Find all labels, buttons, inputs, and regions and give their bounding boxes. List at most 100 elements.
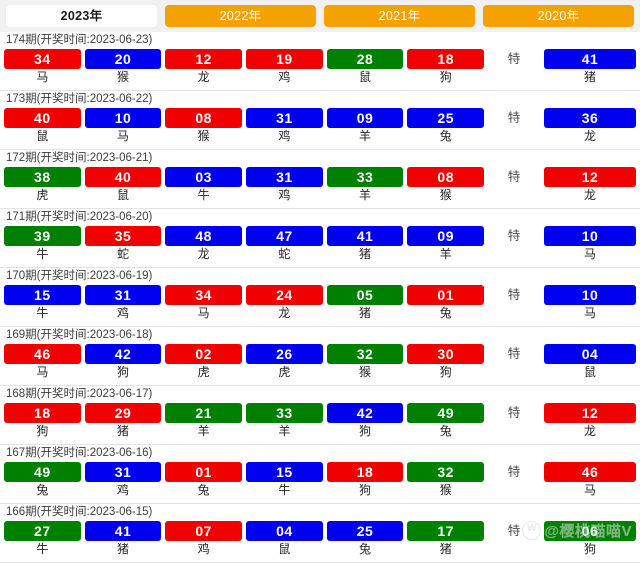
- ball-normal: 49 兔: [4, 462, 81, 499]
- draw-header: 166期(开奖时间:2023-06-15): [0, 504, 640, 521]
- ball-number: 18: [326, 462, 404, 482]
- ball-number: 07: [165, 521, 243, 541]
- ball-number: 33: [326, 167, 404, 187]
- ball-number: 31: [84, 285, 162, 305]
- ball-normal: 08 猴: [165, 108, 243, 145]
- ball-normal: 30 狗: [407, 344, 485, 381]
- ball-zodiac: 鸡: [165, 541, 243, 558]
- draw-row: 173期(开奖时间:2023-06-22) 40 鼠 10 马 08 猴 31 鸡 09 羊 25 兔 特…: [0, 91, 640, 150]
- ball-zodiac: 狗: [544, 541, 637, 558]
- ball-zodiac: 鸡: [246, 69, 323, 86]
- ball-zodiac: 鸡: [246, 187, 323, 204]
- ball-number: 18: [4, 403, 81, 423]
- ball-zodiac: 猪: [544, 69, 637, 86]
- special-separator-label: 特: [507, 524, 521, 538]
- ball-special: 36 龙: [544, 108, 637, 145]
- ball-list: 38 虎 40 鼠 03 牛 31 鸡 33 羊 08 猴 特 12 龙: [0, 167, 640, 208]
- ball-number: 34: [4, 49, 81, 69]
- ball-zodiac: 兔: [407, 128, 485, 145]
- ball-normal: 28 鼠: [326, 49, 404, 86]
- year-tab-2022[interactable]: 2022年: [165, 5, 316, 27]
- ball-number: 06: [544, 521, 637, 541]
- ball-list: 27 牛 41 猪 07 鸡 04 鼠 25 兔 17 猪特 06 狗: [0, 521, 640, 562]
- ball-zodiac: 龙: [544, 128, 637, 145]
- ball-zodiac: 猴: [84, 69, 162, 86]
- ball-zodiac: 狗: [84, 364, 162, 381]
- ball-zodiac: 鼠: [4, 128, 81, 145]
- ball-zodiac: 猴: [407, 187, 485, 204]
- ball-number: 40: [84, 167, 162, 187]
- ball-zodiac: 龙: [544, 187, 637, 204]
- ball-zodiac: 牛: [246, 482, 323, 499]
- ball-normal: 19 鸡: [246, 49, 323, 86]
- ball-normal: 41 猪: [326, 226, 404, 263]
- ball-zodiac: 猴: [326, 364, 404, 381]
- ball-zodiac: 羊: [165, 423, 243, 440]
- ball-number: 24: [246, 285, 323, 305]
- ball-number: 20: [84, 49, 162, 69]
- ball-number: 21: [165, 403, 243, 423]
- ball-list: 15 牛 31 鸡 34 马 24 龙 05 猪 01 兔特 10 马: [0, 285, 640, 326]
- ball-number: 39: [4, 226, 81, 246]
- ball-number: 19: [246, 49, 323, 69]
- ball-list: 49 兔 31 鸡 01 兔 15 牛 18 狗 32 猴特 46 马: [0, 462, 640, 503]
- ball-normal: 15 牛: [246, 462, 323, 499]
- ball-number: 41: [326, 226, 404, 246]
- ball-zodiac: 龙: [246, 305, 323, 322]
- year-tab-2020[interactable]: 2020年: [483, 5, 634, 27]
- ball-number: 42: [84, 344, 162, 364]
- ball-number: 49: [407, 403, 485, 423]
- ball-zodiac: 蛇: [246, 246, 323, 263]
- ball-normal: 32 猴: [407, 462, 485, 499]
- ball-zodiac: 兔: [407, 305, 485, 322]
- ball-normal: 25 兔: [326, 521, 404, 558]
- ball-number: 04: [544, 344, 637, 364]
- ball-number: 04: [246, 521, 323, 541]
- ball-number: 41: [544, 49, 637, 69]
- ball-zodiac: 鼠: [84, 187, 162, 204]
- draw-row: 169期(开奖时间:2023-06-18) 46 马 42 狗 02 虎 26 虎 32 猴 30 狗特…: [0, 327, 640, 386]
- ball-normal: 09 羊: [326, 108, 404, 145]
- ball-normal: 15 牛: [4, 285, 81, 322]
- ball-list: 46 马 42 狗 02 虎 26 虎 32 猴 30 狗特 04 鼠: [0, 344, 640, 385]
- ball-zodiac: 鸡: [246, 128, 323, 145]
- ball-special: 12 龙: [544, 403, 637, 440]
- ball-special: 06 狗: [544, 521, 637, 558]
- ball-normal: 04 鼠: [246, 521, 323, 558]
- ball-number: 08: [407, 167, 485, 187]
- ball-normal: 21 羊: [165, 403, 243, 440]
- ball-zodiac: 龙: [165, 69, 243, 86]
- year-tab-2023[interactable]: 2023年: [6, 5, 157, 27]
- year-tab-2021[interactable]: 2021年: [324, 5, 475, 27]
- special-separator-label: 特: [507, 347, 521, 361]
- special-separator-label: 特: [507, 52, 521, 66]
- ball-number: 32: [326, 344, 404, 364]
- ball-zodiac: 马: [544, 246, 637, 263]
- ball-normal: 20 猴: [84, 49, 162, 86]
- ball-number: 48: [165, 226, 243, 246]
- year-tab-bar: 2023年 2022年 2021年 2020年: [0, 0, 640, 32]
- ball-zodiac: 狗: [326, 423, 404, 440]
- ball-number: 03: [165, 167, 243, 187]
- ball-normal: 31 鸡: [246, 167, 323, 204]
- draw-header: 169期(开奖时间:2023-06-18): [0, 327, 640, 344]
- ball-zodiac: 猴: [165, 128, 243, 145]
- ball-zodiac: 兔: [407, 423, 485, 440]
- ball-normal: 09 羊: [407, 226, 485, 263]
- ball-number: 31: [246, 108, 323, 128]
- ball-zodiac: 马: [4, 69, 81, 86]
- ball-normal: 12 龙: [165, 49, 243, 86]
- ball-number: 25: [407, 108, 485, 128]
- ball-normal: 03 牛: [165, 167, 243, 204]
- ball-normal: 32 猴: [326, 344, 404, 381]
- ball-number: 46: [4, 344, 81, 364]
- ball-number: 10: [544, 226, 637, 246]
- ball-special: 12 龙: [544, 167, 637, 204]
- ball-normal: 01 兔: [165, 462, 243, 499]
- ball-normal: 18 狗: [326, 462, 404, 499]
- ball-normal: 01 兔: [407, 285, 485, 322]
- ball-number: 31: [246, 167, 323, 187]
- ball-normal: 31 鸡: [246, 108, 323, 145]
- ball-normal: 41 猪: [84, 521, 162, 558]
- ball-normal: 33 羊: [326, 167, 404, 204]
